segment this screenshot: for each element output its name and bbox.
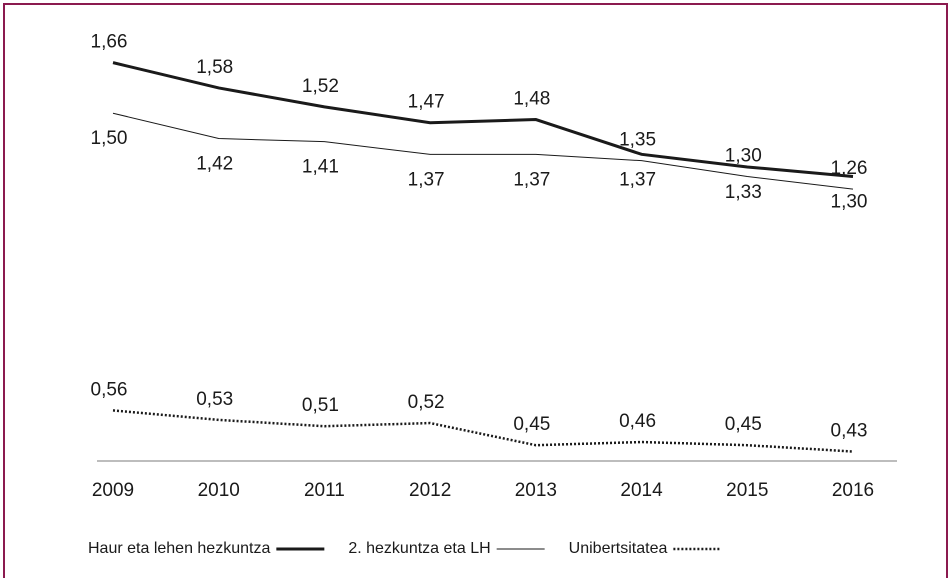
data-label: 0,45: [725, 414, 762, 435]
data-label: 1,35: [619, 130, 656, 151]
data-label: 1,26: [831, 158, 868, 179]
x-tick-label: 2012: [409, 480, 451, 501]
x-tick-label: 2016: [832, 480, 874, 501]
data-label: 0,52: [408, 392, 445, 413]
legend-label: 2. hezkuntza eta LH: [348, 540, 490, 557]
data-label: 0,53: [196, 389, 233, 410]
x-tick-label: 2009: [92, 480, 134, 501]
data-label: 1,37: [513, 169, 550, 190]
data-label: 0,51: [302, 395, 339, 416]
x-tick-label: 2011: [304, 480, 345, 501]
x-tick-label: 2010: [198, 480, 240, 501]
x-tick-label: 2014: [620, 480, 663, 501]
x-tick-label: 2015: [726, 480, 768, 501]
data-label: 0,46: [619, 411, 656, 432]
data-label: 1,66: [91, 32, 128, 53]
data-label: 1,52: [302, 76, 339, 97]
data-label: 1,41: [302, 157, 339, 178]
data-label: 1,37: [408, 169, 445, 190]
data-label: 1,47: [408, 92, 445, 113]
data-label: 1,48: [513, 89, 550, 110]
x-tick-label: 2013: [515, 480, 557, 501]
frame: [3, 3, 948, 578]
data-label: 1,33: [725, 182, 762, 203]
data-label: 1,58: [196, 57, 233, 78]
data-label: 0,56: [91, 379, 128, 400]
data-label: 1,42: [196, 154, 233, 175]
data-label: 0,43: [831, 421, 868, 442]
data-label: 1,50: [91, 128, 128, 149]
data-label: 1,37: [619, 169, 656, 190]
data-label: 1,30: [725, 145, 762, 166]
series-line: [112, 112, 854, 190]
series-line: [112, 61, 854, 178]
data-label: 1,30: [831, 191, 868, 212]
legend-label: Unibertsitatea: [569, 540, 668, 557]
data-label: 0,45: [513, 414, 550, 435]
legend-label: Haur eta lehen hezkuntza: [88, 540, 270, 557]
